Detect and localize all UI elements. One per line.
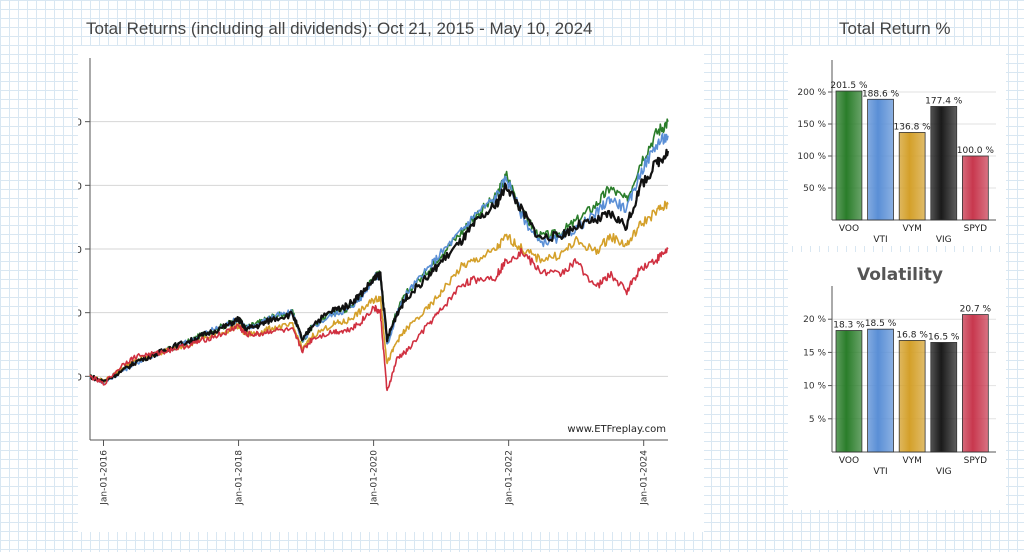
volatility-category-label-vti: VTI <box>873 467 887 477</box>
total-return-value-label-voo: 201.5 % <box>830 81 868 91</box>
total-return-value-label-vti: 188.6 % <box>862 89 900 99</box>
total-return-value-label-vig: 177.4 % <box>925 96 963 106</box>
main-chart-panel: $100,000 $150,000 $200,000 $250,000 $300,000… <box>34 46 704 532</box>
volatility-bar-spyd <box>961 314 989 453</box>
total-return-bar-spyd <box>961 155 989 221</box>
x-tick-label-3: Jan-01-2022 <box>505 450 515 506</box>
volatility-y-tick-label-0: 5 % <box>809 415 827 425</box>
total-return-category-label-vti: VTI <box>873 235 887 245</box>
total-return-y-tick-label-0: 50 % <box>803 184 826 194</box>
total-return-y-tick-label-1: 100 % <box>797 152 826 162</box>
y-tick-label-4: $300,000 <box>78 118 82 129</box>
total-return-category-label-vig: VIG <box>936 235 952 245</box>
side-chart-title: Total Return % <box>839 19 951 38</box>
x-tick-label-2: Jan-01-2020 <box>370 450 380 506</box>
y-tick-label-0: $100,000 <box>78 372 82 383</box>
total-return-category-label-voo: VOO <box>839 224 859 234</box>
volatility-category-label-vym: VYM <box>902 456 921 466</box>
volatility-y-tick-label-3: 20 % <box>803 315 826 325</box>
x-tick-label-4: Jan-01-2024 <box>640 450 650 506</box>
y-tick-label-3: $250,000 <box>78 181 82 192</box>
volatility-value-label-voo: 18.3 % <box>833 320 865 330</box>
volatility-value-label-vig: 16.5 % <box>928 332 960 342</box>
total-return-y-tick-label-3: 200 % <box>797 88 826 98</box>
series-line-voo <box>89 118 669 384</box>
y-tick-label-2: $200,000 <box>78 245 82 256</box>
total-return-bar-vti <box>867 98 894 221</box>
volatility-bar-vti <box>867 328 894 453</box>
total-return-value-label-spyd: 100.0 % <box>957 146 995 156</box>
volatility-bar-chart: Volatility 5 % 10 % 15 % 20 % 18.3 % VOO 18.5 %… <box>803 265 996 477</box>
total-return-bar-vym <box>898 132 926 221</box>
main-line-chart: $100,000 $150,000 $200,000 $250,000 $300,000… <box>34 58 670 506</box>
volatility-bar-voo <box>835 330 863 453</box>
volatility-value-label-spyd: 20.7 % <box>960 305 992 315</box>
volatility-y-tick-label-1: 10 % <box>803 382 826 392</box>
volatility-value-label-vti: 18.5 % <box>865 319 897 329</box>
volatility-category-label-vig: VIG <box>936 467 952 477</box>
total-return-bar-voo <box>835 90 863 221</box>
total-return-bar-vig <box>930 106 958 221</box>
total-return-category-label-vym: VYM <box>902 224 921 234</box>
total-return-bar-chart: 50 % 100 % 150 % 200 % 201.5 % VOO 188.6 % VTI 1… <box>797 60 996 245</box>
total-return-panel: 50 % 100 % 150 % 200 % 201.5 % VOO 188.6 % VTI 1… <box>788 46 1006 246</box>
main-chart-title: Total Returns (including all dividends):… <box>86 19 593 38</box>
x-tick-label-0: Jan-01-2016 <box>100 450 110 506</box>
y-tick-label-1: $150,000 <box>78 309 82 320</box>
volatility-bar-vym <box>898 340 926 453</box>
volatility-panel: Volatility 5 % 10 % 15 % 20 % 18.3 % VOO 18.5 %… <box>788 252 1006 510</box>
volatility-value-label-vym: 16.8 % <box>896 330 928 340</box>
series-line-spyd <box>89 247 669 392</box>
x-tick-label-1: Jan-01-2018 <box>235 450 245 506</box>
volatility-category-label-spyd: SPYD <box>964 456 987 466</box>
volatility-bar-vig <box>930 342 958 453</box>
total-return-value-label-vym: 136.8 % <box>894 122 932 132</box>
watermark: www.ETFreplay.com <box>567 424 666 435</box>
total-return-y-tick-label-2: 150 % <box>797 120 826 130</box>
volatility-category-label-voo: VOO <box>839 456 859 466</box>
series-line-vig <box>89 148 670 383</box>
volatility-title: Volatility <box>857 265 943 285</box>
volatility-y-tick-label-2: 15 % <box>803 348 826 358</box>
total-return-category-label-spyd: SPYD <box>964 224 987 234</box>
